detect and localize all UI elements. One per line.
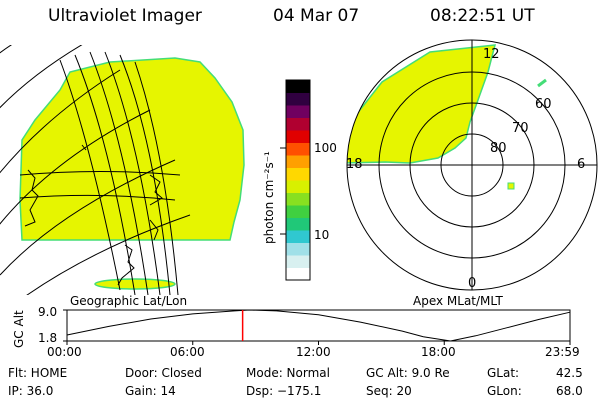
colorbar-segment [286,205,310,218]
colorbar-segment [286,255,310,268]
mlt-label-6: 6 [577,157,586,172]
gc-alt-value: GC Alt: 9.0 Re [366,366,450,380]
y-axis-label: GC Alt [12,310,26,348]
colorbar-segment [286,217,310,231]
glat-label: GLat: [487,366,520,380]
colorbar-tick-100: 100 [314,141,337,155]
gain-value: Gain: 14 [125,384,176,398]
series-line-gc-alt [66,309,571,342]
y-tick-label-9: 9.0 [38,305,58,319]
colorbar-segment [286,142,310,156]
mlat-label-60: 60 [535,97,552,112]
mode-status: Mode: Normal [246,366,330,380]
colorbar-segment [286,167,310,181]
colorbar-segment [286,92,310,106]
glat-value: 42.5 [556,366,583,380]
y-tick-label-1-8: 1.8 [38,331,58,345]
mlt-label-0: 0 [468,276,477,291]
x-tick-label-0000: 00:00 [47,345,82,359]
glon-label: GLon: [487,384,522,398]
colorbar-segment [286,130,310,143]
x-tick-label-1200: 12:00 [296,345,331,359]
geo-caption: Geographic Lat/Lon [70,294,188,308]
x-tick-label-0600: 06:00 [170,345,205,359]
mlat-label-80: 80 [490,141,507,156]
colorbar-tick-10: 10 [314,228,330,242]
colorbar-segment [286,180,310,193]
colorbar-segment [286,192,310,206]
colorbar-segment [286,105,310,118]
glon-value: 68.0 [556,384,583,398]
polar-caption: Apex MLat/MLT [413,294,503,308]
polar-aurora-region [347,44,496,164]
colorbar-segment [286,230,310,243]
colorbar-segment [286,242,310,256]
colorbar-segment [286,80,310,93]
time-label: 08:22:51 UT [430,6,535,26]
x-tick-label-2359: 23:59 [545,345,580,359]
door-status: Door: Closed [125,366,202,380]
mlt-label-18: 18 [346,157,363,172]
aurora-emission-region [19,57,245,241]
seq-value: Seq: 20 [366,384,412,398]
mlt-label-12: 12 [483,47,500,62]
colorbar-segment [286,117,310,131]
aurora-patch [94,278,176,290]
ip-value: IP: 36.0 [8,384,54,398]
mlat-label-70: 70 [512,121,529,136]
dsp-value: Dsp: −175.1 [246,384,322,398]
polar-aurora-speck [507,182,515,190]
colorbar-segment [286,267,310,281]
instrument-title: Ultraviolet Imager [48,6,202,26]
colorbar-segment [286,155,310,168]
date-label: 04 Mar 07 [273,6,360,26]
x-tick-label-1800: 18:00 [421,345,456,359]
flight-status: Flt: HOME [8,366,68,380]
